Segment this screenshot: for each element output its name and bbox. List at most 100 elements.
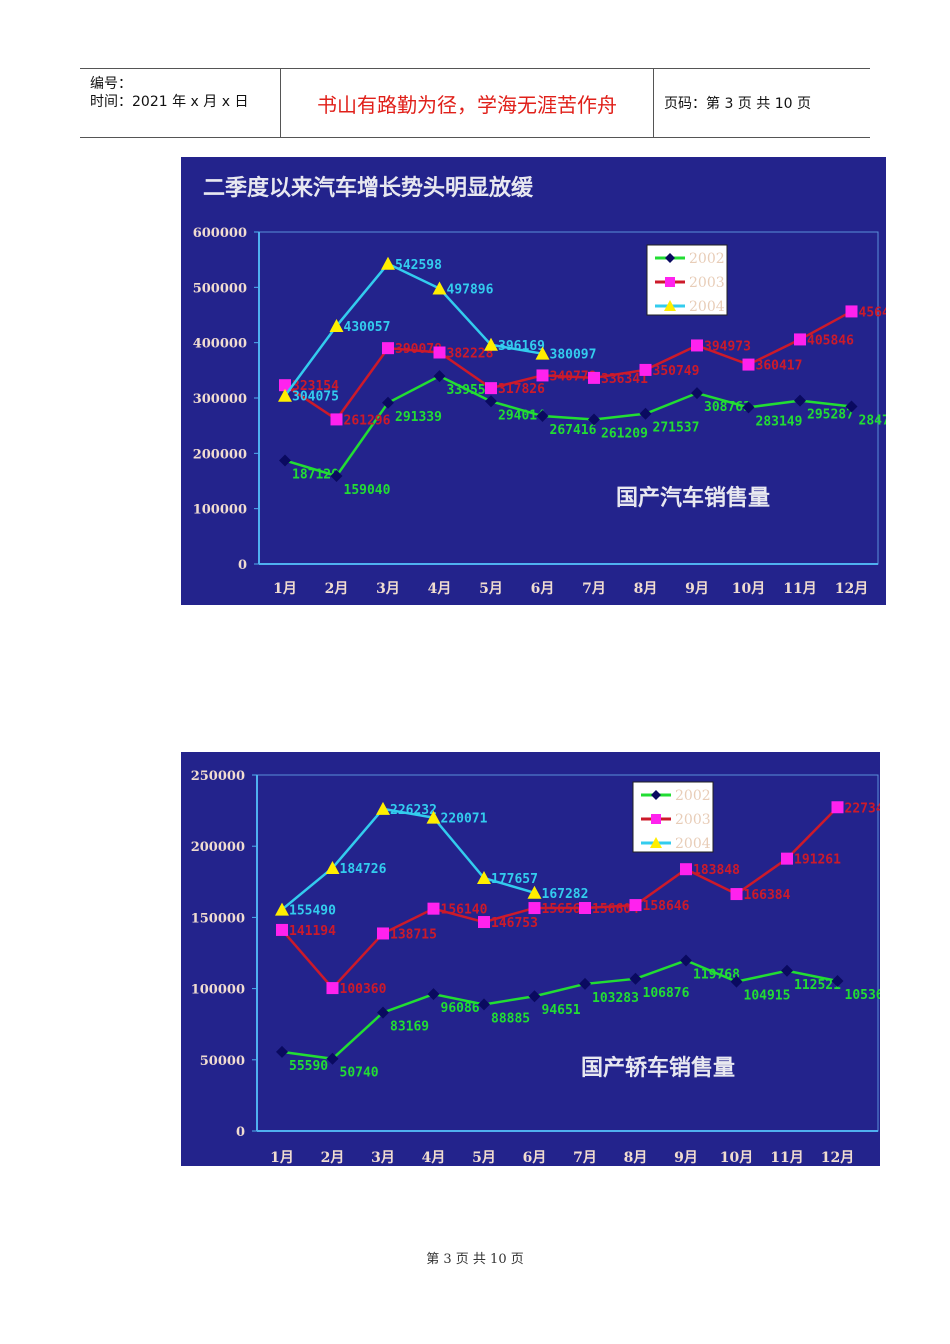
car-sales-chart-svg: 二季度以来汽车增长势头明显放缓 0 100000 200000 300000 400000… bbox=[193, 175, 887, 597]
x-tick-label: 3月 bbox=[376, 581, 400, 597]
data-label-2004: 220071 bbox=[441, 812, 488, 827]
x-tick-label: 7月 bbox=[582, 581, 606, 597]
point-2004 bbox=[426, 810, 441, 824]
data-label-2004: 155490 bbox=[289, 904, 336, 919]
point-2002 bbox=[485, 395, 497, 408]
data-label-2002: 295287 bbox=[807, 408, 854, 423]
x-tick-label: 8月 bbox=[634, 581, 658, 597]
x-tick-label: 11月 bbox=[783, 581, 816, 597]
data-label-2003: 156140 bbox=[441, 903, 488, 918]
point-2003 bbox=[478, 916, 490, 929]
point-2002 bbox=[478, 998, 490, 1011]
y-tick-label: 250000 bbox=[191, 769, 245, 784]
chart-annotation: 国产汽车销售量 bbox=[616, 485, 770, 511]
point-2002 bbox=[579, 977, 591, 990]
legend-marker-2003 bbox=[665, 277, 675, 287]
point-2003 bbox=[742, 358, 755, 371]
point-2004 bbox=[376, 801, 390, 815]
x-tick-label: 12月 bbox=[835, 581, 868, 597]
x-tick-label: 5月 bbox=[472, 1150, 496, 1166]
series-line-2002 bbox=[284, 374, 852, 478]
point-2003 bbox=[276, 923, 288, 936]
data-label-2003: 390078 bbox=[395, 342, 442, 357]
data-label-2002: 267416 bbox=[550, 423, 597, 438]
page-info: 页码：第 3 页 共 10 页 bbox=[664, 96, 811, 112]
data-label-2003: 317826 bbox=[498, 382, 545, 397]
point-2004 bbox=[432, 281, 447, 295]
x-tick-label: 10月 bbox=[732, 581, 765, 597]
data-label-2003: 158646 bbox=[643, 899, 690, 914]
data-label-2002: 271537 bbox=[653, 421, 700, 436]
point-2003 bbox=[279, 379, 291, 392]
x-tick-label: 7月 bbox=[573, 1150, 597, 1166]
point-2003 bbox=[427, 902, 440, 915]
legend-marker-2004 bbox=[650, 837, 662, 848]
data-label-2003: 100360 bbox=[340, 982, 387, 997]
y-tick-label: 400000 bbox=[193, 337, 247, 352]
point-2003 bbox=[794, 333, 806, 346]
data-label-2002: 261209 bbox=[601, 426, 648, 441]
point-2002 bbox=[781, 964, 793, 977]
data-label-2004: 430057 bbox=[344, 320, 391, 335]
point-2003 bbox=[845, 305, 858, 318]
point-2004 bbox=[325, 860, 340, 874]
data-label-2002: 283149 bbox=[756, 414, 803, 429]
legend-label-2002: 2002 bbox=[689, 251, 725, 267]
x-tick-label: 3月 bbox=[371, 1150, 395, 1166]
legend-marker-2002 bbox=[651, 790, 661, 800]
data-label-2003: 456451 bbox=[859, 305, 887, 320]
data-label-2003: 156564 bbox=[542, 902, 589, 917]
data-label-2003: 323154 bbox=[292, 379, 339, 394]
y-tick-label: 0 bbox=[238, 558, 247, 573]
point-2002 bbox=[588, 413, 600, 426]
point-2003 bbox=[330, 413, 343, 426]
legend-label-2002: 2002 bbox=[675, 788, 711, 804]
motto: 书山有路勤为径，学海无涯苦作舟 bbox=[281, 69, 654, 137]
point-2003 bbox=[536, 369, 549, 382]
point-2003 bbox=[528, 902, 541, 915]
point-2004 bbox=[527, 885, 542, 899]
data-label-2003: 394973 bbox=[704, 339, 751, 354]
data-label-2002: 187120 bbox=[292, 467, 339, 482]
point-2003 bbox=[485, 382, 497, 395]
legend-marker-2003 bbox=[651, 814, 661, 824]
point-2003 bbox=[579, 901, 591, 914]
point-2002 bbox=[730, 975, 743, 988]
x-tick-label: 2月 bbox=[321, 1150, 345, 1166]
point-2002 bbox=[279, 454, 291, 467]
point-2004 bbox=[477, 871, 491, 885]
series-line-2002 bbox=[281, 959, 838, 1061]
chart-annotation: 国产轿车销售量 bbox=[581, 1055, 735, 1081]
point-2002 bbox=[326, 1052, 339, 1065]
time-label: 时间：2021 年 x 月 x 日 bbox=[90, 94, 249, 110]
data-label-2003: 191261 bbox=[794, 853, 841, 868]
data-label-2002: 284714 bbox=[859, 413, 887, 428]
data-label-2002: 112521 bbox=[794, 978, 841, 993]
y-tick-label: 150000 bbox=[191, 911, 245, 926]
series-line-2004 bbox=[283, 262, 543, 397]
point-2003 bbox=[326, 982, 339, 995]
point-2002 bbox=[433, 370, 446, 383]
point-2002 bbox=[629, 972, 642, 985]
data-label-2003: 227348 bbox=[845, 801, 881, 816]
point-2002 bbox=[742, 401, 755, 414]
data-label-2003: 183848 bbox=[693, 863, 740, 878]
data-label-2004: 542598 bbox=[395, 258, 442, 273]
data-label-2003: 405846 bbox=[807, 333, 854, 348]
number-label: 编号： bbox=[90, 76, 132, 92]
point-2003 bbox=[639, 363, 652, 376]
point-2003 bbox=[691, 339, 703, 352]
point-2002 bbox=[639, 407, 652, 420]
legend-label-2004: 2004 bbox=[689, 299, 725, 315]
point-2002 bbox=[680, 954, 692, 967]
data-label-2002: 83169 bbox=[390, 1020, 429, 1035]
point-2004 bbox=[535, 346, 550, 360]
data-label-2002: 308763 bbox=[704, 400, 751, 415]
x-tick-label: 1月 bbox=[273, 581, 297, 597]
x-tick-label: 9月 bbox=[674, 1150, 698, 1166]
point-2002 bbox=[691, 387, 703, 400]
y-tick-label: 0 bbox=[236, 1125, 245, 1140]
chart-title: 二季度以来汽车增长势头明显放缓 bbox=[203, 175, 534, 201]
data-label-2003: 141194 bbox=[289, 924, 336, 939]
